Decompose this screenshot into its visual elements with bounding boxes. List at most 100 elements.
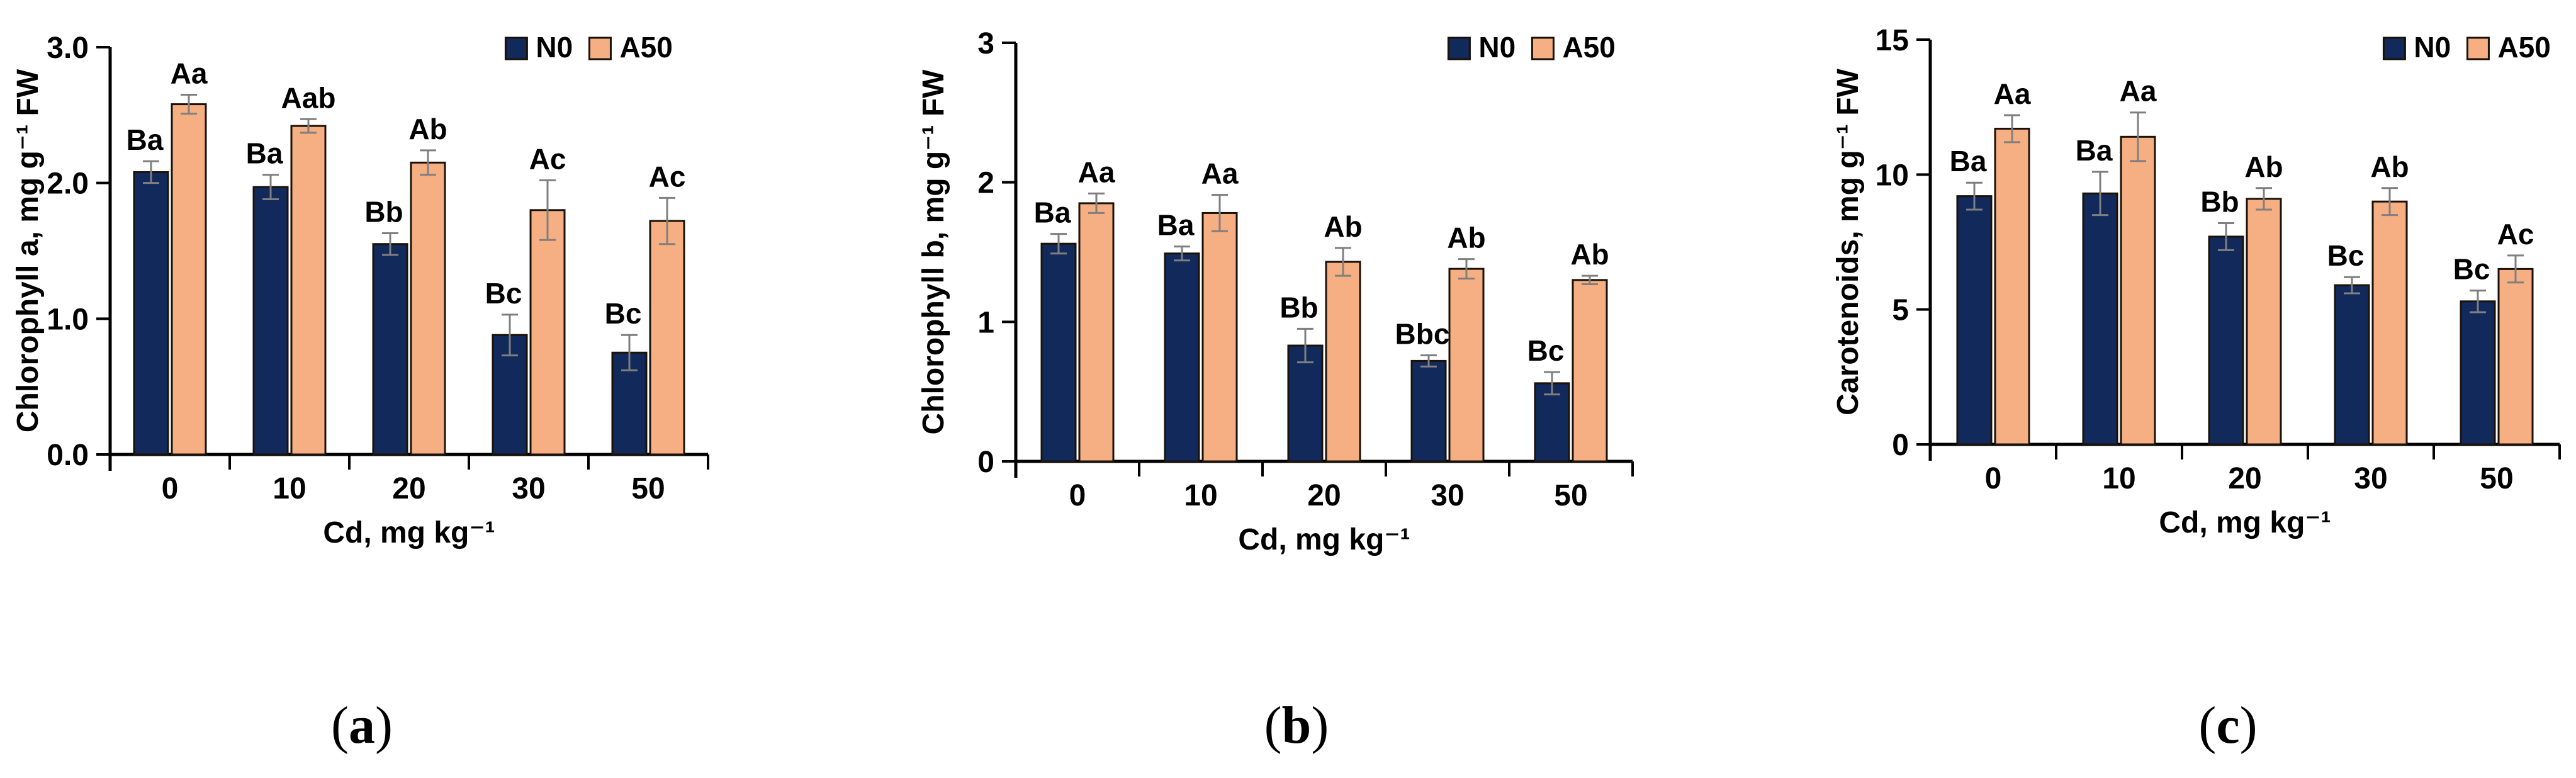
legend-swatch-A50	[2466, 37, 2490, 60]
sig-label-A50-cd0: Aa	[1078, 155, 1115, 188]
y-tick-label-0: 0	[1892, 429, 1909, 462]
caption-c-letter: c	[2216, 696, 2240, 755]
caption-a-close-paren: )	[375, 696, 393, 755]
legend-swatch-N0	[504, 37, 528, 60]
legend-swatch-N0	[1447, 37, 1471, 60]
sig-label-N0-cd10: Ba	[246, 137, 283, 170]
sig-label-N0-cd50: Bc	[2453, 253, 2490, 286]
x-category-label-4: 50	[1554, 479, 1587, 512]
legend-label-A50: A50	[2497, 31, 2550, 64]
x-category-label-2: 20	[392, 472, 425, 505]
sig-label-A50-cd10: Aa	[1201, 157, 1239, 190]
legend-label-A50: A50	[619, 31, 672, 64]
bar-N0-cd20	[372, 243, 408, 456]
legend-label-N0: N0	[536, 31, 573, 64]
sig-label-A50-cd30: Ac	[529, 142, 566, 175]
caption-b-letter: b	[1281, 696, 1312, 755]
y-tick-label-1: 5	[1892, 294, 1909, 327]
legend-swatch-A50	[588, 37, 612, 60]
caption-c-close-paren: )	[2239, 696, 2258, 755]
bar-N0-cd10	[1164, 252, 1200, 463]
x-axis-title: Cd, mg kg⁻¹	[2159, 506, 2331, 539]
sig-label-A50-cd20: Ab	[408, 113, 447, 145]
caption-b-open-paren: (	[1264, 696, 1282, 755]
caption-a-open-paren: (	[331, 696, 349, 755]
sig-label-N0-cd20: Bb	[2200, 185, 2239, 218]
bar-N0-cd30	[1410, 359, 1447, 463]
caption-b: (b)	[1264, 695, 1329, 756]
sig-label-N0-cd20: Bb	[364, 195, 403, 228]
sig-label-A50-cd50: Ab	[1570, 238, 1609, 271]
sig-label-N0-cd30: Bbc	[1395, 318, 1450, 351]
x-category-label-3: 30	[2354, 462, 2387, 495]
y-tick-label-2: 2.0	[47, 167, 89, 201]
bar-A50-cd50	[1572, 279, 1608, 463]
y-tick-label-2: 2	[977, 167, 994, 200]
x-category-label-0: 0	[162, 472, 179, 505]
sig-label-A50-cd50: Ac	[649, 160, 686, 193]
bar-A50-cd30	[1448, 268, 1485, 463]
y-tick-label-0: 0.0	[47, 439, 89, 472]
bar-A50-cd20	[1325, 261, 1361, 463]
sig-label-N0-cd10: Ba	[2076, 134, 2113, 167]
caption-a-letter: a	[349, 696, 375, 755]
bar-A50-cd30	[529, 209, 566, 456]
sig-label-A50-cd30: Ab	[1447, 222, 1485, 254]
bar-A50-cd50	[2497, 268, 2534, 446]
chart-a-chlorophyll-a: 0.0 1.0 2.0 3.0 0 10 20 30 50 Cd, mg kg⁻¹ Chloroph…	[11, 31, 709, 550]
sig-label-A50-cd10: Aab	[281, 81, 336, 114]
caption-c-open-paren: (	[2198, 696, 2217, 755]
legend-swatch-N0	[2382, 37, 2406, 60]
x-category-label-4: 50	[631, 472, 665, 505]
y-tick-label-1: 1.0	[47, 303, 89, 336]
x-category-label-1: 10	[273, 472, 306, 505]
sig-label-A50-cd50: Ac	[2497, 218, 2534, 251]
sig-label-A50-cd20: Ab	[1324, 210, 1362, 243]
sig-label-N0-cd0: Ba	[1950, 145, 1987, 178]
legend-swatch-A50	[1531, 37, 1555, 60]
x-category-label-0: 0	[1069, 479, 1086, 512]
sig-label-N0-cd50: Bc	[1527, 334, 1565, 367]
x-category-label-1: 10	[1184, 479, 1217, 512]
sig-label-N0-cd20: Bb	[1280, 291, 1318, 324]
sig-label-N0-cd10: Ba	[1157, 209, 1195, 242]
x-category-label-3: 30	[512, 472, 545, 505]
sig-label-N0-cd0: Ba	[127, 123, 164, 156]
y-tick-label-0: 0	[977, 446, 994, 479]
bar-N0-cd0	[1956, 195, 1993, 446]
bar-A50-cd0	[1078, 202, 1115, 463]
bar-N0-cd0	[1040, 242, 1077, 463]
sig-label-A50-cd30: Ab	[2370, 150, 2409, 183]
caption-a: (a)	[331, 695, 393, 756]
bar-N0-cd10	[252, 186, 289, 456]
y-tick-label-1: 1	[977, 306, 994, 339]
bar-A50-cd0	[171, 103, 207, 456]
legend-label-N0: N0	[1478, 31, 1516, 64]
bar-N0-cd50	[1534, 382, 1570, 463]
bar-A50-cd10	[1201, 211, 1238, 463]
y-tick-label-3: 3	[977, 27, 994, 60]
bar-N0-cd0	[133, 171, 169, 456]
bar-N0-cd30	[2334, 284, 2370, 446]
sig-label-A50-cd10: Aa	[2120, 75, 2157, 108]
bar-A50-cd20	[410, 161, 446, 456]
legend-label-A50: A50	[1562, 31, 1615, 64]
y-tick-label-3: 3.0	[47, 31, 89, 65]
bar-N0-cd10	[2082, 192, 2118, 446]
y-axis-title: Carotenoids, mg g⁻¹ FW	[1831, 68, 1865, 415]
bar-A50-cd0	[1994, 127, 2030, 446]
sig-label-A50-cd20: Ab	[2244, 150, 2283, 183]
sig-label-A50-cd0: Aa	[171, 57, 208, 89]
y-axis-title: Chlorophyll a, mg g⁻¹ FW	[11, 69, 45, 432]
caption-c: (c)	[2198, 695, 2257, 756]
x-category-label-4: 50	[2480, 462, 2513, 495]
sig-label-N0-cd50: Bc	[605, 297, 642, 330]
x-axis-title: Cd, mg kg⁻¹	[1238, 523, 1410, 556]
bar-A50-cd50	[649, 220, 685, 456]
sig-label-N0-cd0: Ba	[1034, 196, 1071, 229]
bar-N0-cd50	[2460, 300, 2496, 446]
legend-label-N0: N0	[2414, 31, 2451, 64]
bar-A50-cd10	[290, 125, 327, 456]
